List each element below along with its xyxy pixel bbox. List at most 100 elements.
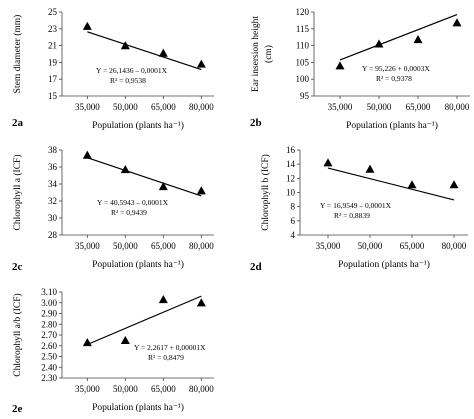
x-tick-label: 65,000: [151, 384, 176, 394]
x-tick-label: 35,000: [75, 241, 100, 251]
trendline: [339, 14, 458, 61]
y-axis-title: (cm): [263, 45, 274, 63]
x-tick-label: 80,000: [189, 384, 214, 394]
panel-label: 2e: [12, 403, 23, 415]
data-point-triangle: [120, 165, 130, 174]
x-tick-label: 80,000: [189, 241, 214, 251]
x-axis-title: Population (plants ha⁻¹): [338, 259, 430, 270]
data-point-triangle: [413, 35, 423, 44]
x-tick-label: 65,000: [400, 241, 425, 251]
y-tick-label: 32: [48, 196, 57, 206]
y-tick-label: 2.30: [41, 373, 57, 383]
x-axis-title: Population (plants ha⁻¹): [92, 120, 184, 131]
x-tick-label: 80,000: [445, 102, 470, 112]
data-point-triangle: [374, 39, 384, 48]
data-point-triangle: [196, 298, 206, 307]
data-point-triangle: [158, 182, 168, 191]
x-axis-title: Population (plants ha⁻¹): [346, 120, 438, 131]
x-tick-label: 50,000: [113, 384, 138, 394]
y-tick-label: 15: [48, 91, 58, 101]
y-tick-label: 17: [48, 74, 58, 84]
x-tick-label: 50,000: [113, 241, 138, 251]
y-tick-label: 36: [48, 162, 58, 172]
r-squared-label: R² = 0,9378: [376, 74, 412, 83]
data-point-triangle: [158, 295, 168, 304]
data-point-triangle: [82, 338, 92, 347]
y-tick-label: 23: [48, 24, 58, 34]
regression-equation: Y = 2,2617 + 0,00001X: [134, 343, 206, 352]
y-tick-label: 21: [48, 41, 57, 51]
trendline: [87, 31, 202, 71]
data-point-triangle: [323, 158, 333, 167]
data-point-triangle: [449, 180, 459, 189]
y-axis-title: Chlorophyll a/b (ICF): [12, 293, 23, 376]
x-axis-title: Population (plants ha⁻¹): [92, 402, 184, 413]
y-tick-label: 10: [286, 188, 296, 198]
data-point-triangle: [365, 164, 375, 173]
trendline: [327, 167, 455, 201]
y-axis-title: Stem diameter (mm): [12, 15, 23, 94]
panel-b: 95 100 105 110 115 120 35,000 50,000 65,000 80,00…: [250, 7, 470, 131]
y-tick-label: 34: [48, 179, 58, 189]
data-point-triangle: [335, 61, 345, 70]
y-tick-label: 3.10: [41, 287, 57, 297]
regression-equation: Y = 26,1436 – 0,0001X: [96, 66, 168, 75]
x-axis-title: Population (plants ha⁻¹): [92, 259, 184, 270]
y-tick-label: 16: [286, 145, 296, 155]
y-tick-label: 8: [291, 202, 296, 212]
y-tick-label: 110: [296, 41, 310, 51]
data-point-triangle: [196, 186, 206, 195]
trendline: [87, 157, 202, 197]
panel-label: 2b: [250, 117, 262, 129]
y-tick-label: 115: [296, 24, 310, 34]
regression-equation: Y = 40,5943 – 0,0001X: [97, 198, 169, 207]
data-point-triangle: [82, 21, 92, 30]
y-axis-title: Ear insersion height: [251, 16, 261, 92]
x-tick-label: 80,000: [189, 102, 214, 112]
x-tick-label: 80,000: [442, 241, 467, 251]
y-tick-label: 95: [300, 91, 310, 101]
y-tick-label: 19: [48, 57, 58, 67]
regression-equation: Y = 95,226 + 0,0003X: [362, 64, 430, 73]
y-tick-label: 4: [291, 230, 296, 240]
y-tick-label: 38: [48, 145, 58, 155]
x-tick-label: 35,000: [316, 241, 341, 251]
y-tick-label: 28: [48, 230, 58, 240]
data-point-triangle: [82, 150, 92, 159]
data-point-triangle: [158, 48, 168, 57]
y-tick-label: 105: [296, 57, 310, 67]
regression-equation: Y = 16,9549 – 0,0001X: [320, 201, 392, 210]
y-axis-title: Chlorophyll a (ICF): [12, 155, 23, 231]
y-tick-label: 2.70: [41, 330, 57, 340]
y-tick-label: 30: [48, 213, 58, 223]
panel-label: 2c: [12, 261, 23, 273]
r-squared-label: R² = 0,8839: [334, 211, 370, 220]
panel-e: 2.302.402.502.602.702.802.903.003.10 35,0…: [12, 287, 214, 415]
panel-label: 2d: [250, 261, 262, 273]
y-tick-label: 2.80: [41, 319, 57, 329]
panel-a: 15 17 19 21 23 25 35,000 50,000 65,000 80,000 Popu…: [12, 7, 214, 131]
data-point-triangle: [120, 335, 130, 344]
x-tick-label: 35,000: [75, 102, 100, 112]
y-tick-label: 6: [291, 216, 296, 226]
x-tick-label: 50,000: [358, 241, 383, 251]
y-tick-label: 14: [286, 159, 296, 169]
x-tick-label: 65,000: [406, 102, 431, 112]
data-point-triangle: [120, 41, 130, 50]
y-axis-title: Chlorophyll b (ICF): [260, 154, 271, 231]
r-squared-label: R² = 0,8479: [148, 353, 184, 362]
r-squared-label: R² = 0,9538: [110, 76, 146, 85]
data-point-triangle: [452, 18, 462, 27]
x-tick-label: 35,000: [328, 102, 353, 112]
y-tick-label: 3.00: [41, 298, 57, 308]
x-tick-label: 35,000: [75, 384, 100, 394]
y-tick-label: 2.90: [41, 309, 57, 319]
data-point-triangle: [407, 180, 417, 189]
panel-d: 4 6 8 10 12 14 16 35,000 50,000 65,000 80,000 Popul…: [250, 145, 468, 273]
y-tick-label: 25: [48, 7, 58, 17]
y-tick-label: 100: [296, 74, 310, 84]
x-tick-label: 65,000: [151, 241, 176, 251]
x-tick-label: 50,000: [113, 102, 138, 112]
r-squared-label: R² = 0,9439: [111, 208, 147, 217]
